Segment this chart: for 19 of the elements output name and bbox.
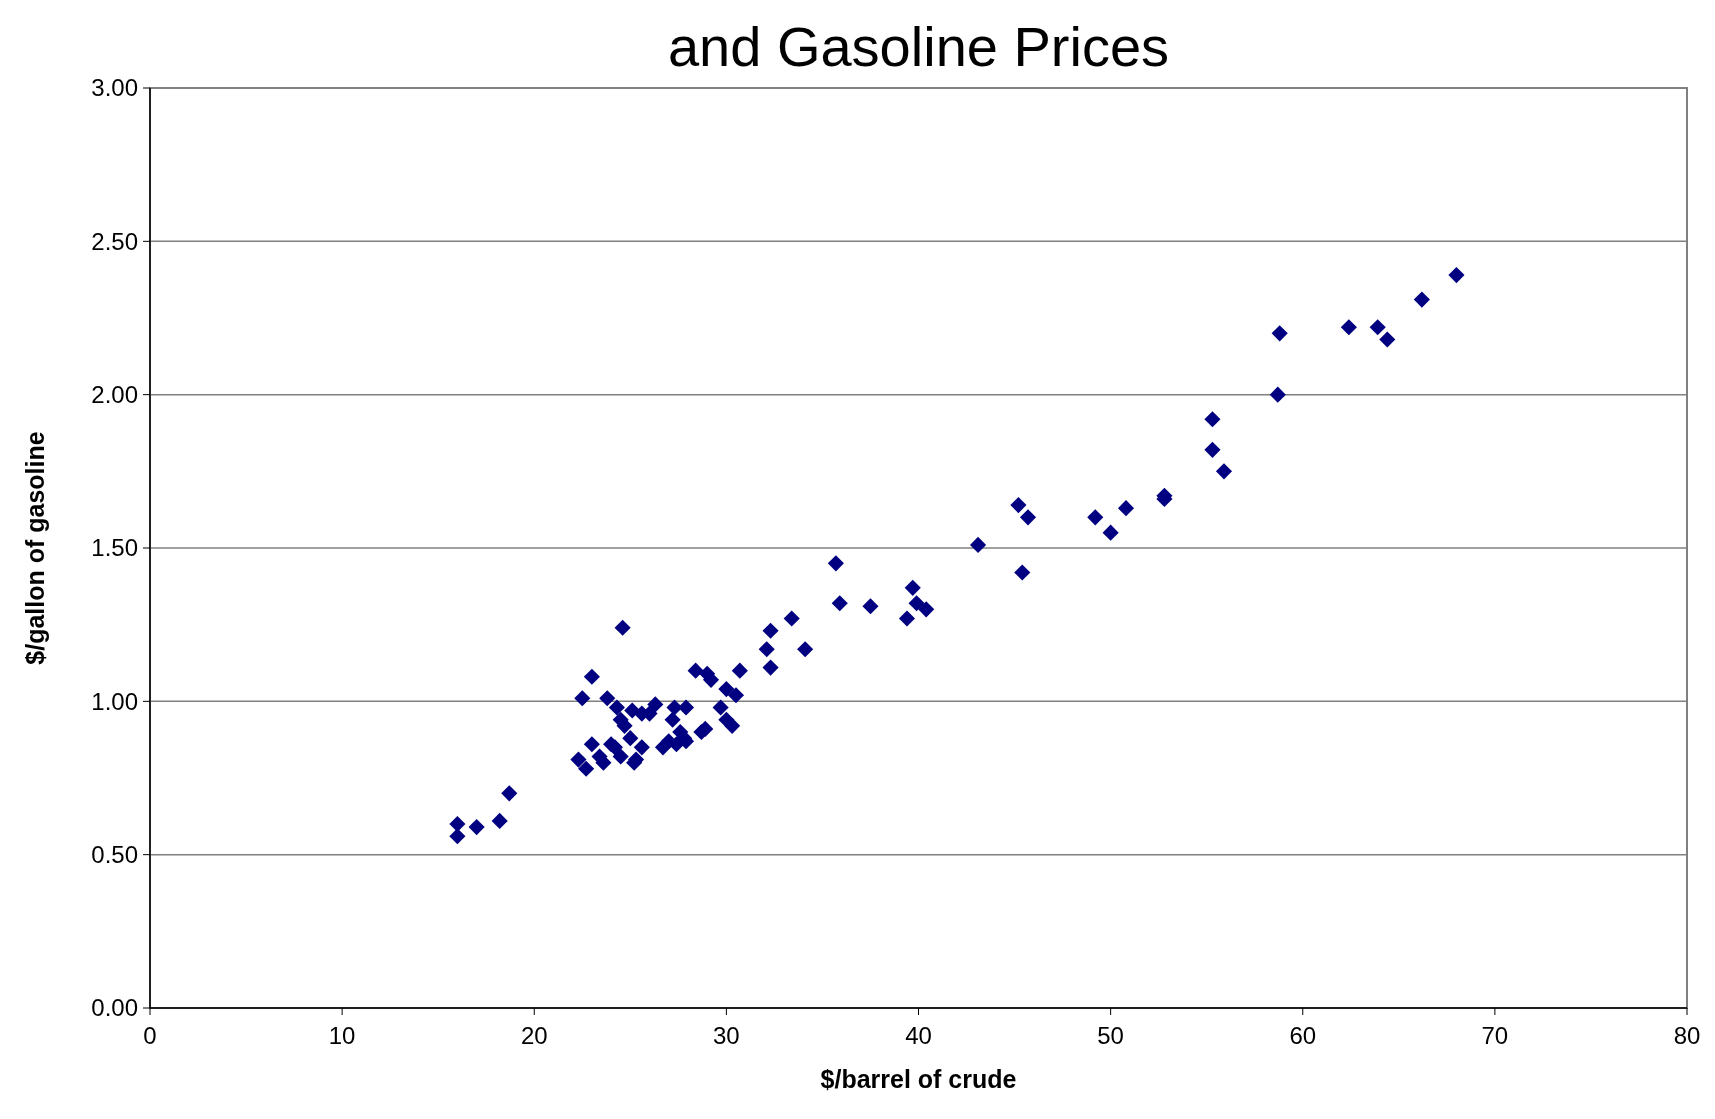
x-tick-label: 80 [1673,1022,1701,1049]
y-tick-label: 1.50 [91,534,138,562]
y-tick-label: 0.00 [91,994,138,1022]
x-tick-label: 0 [143,1022,157,1049]
x-axis-title: $/barrel of crude [820,1065,1017,1093]
x-tick-label: 20 [520,1022,548,1049]
x-tick-label: 50 [1097,1022,1124,1049]
y-tick-label: 2.00 [91,381,138,409]
x-tick-label: 40 [905,1022,932,1049]
y-tick-label: 0.50 [91,841,138,869]
x-tick-label: 30 [713,1022,740,1049]
y-tick-label: 2.50 [91,227,138,255]
y-axis-title: $/gallon of gasoline [21,431,49,665]
x-tick-label: 10 [328,1022,356,1049]
y-tick-label: 3.00 [91,74,138,102]
x-tick-label: 60 [1289,1022,1317,1049]
chart-title: and Gasoline Prices [667,15,1170,78]
y-tick-label: 1.00 [91,687,138,715]
x-tick-label: 70 [1481,1022,1509,1049]
